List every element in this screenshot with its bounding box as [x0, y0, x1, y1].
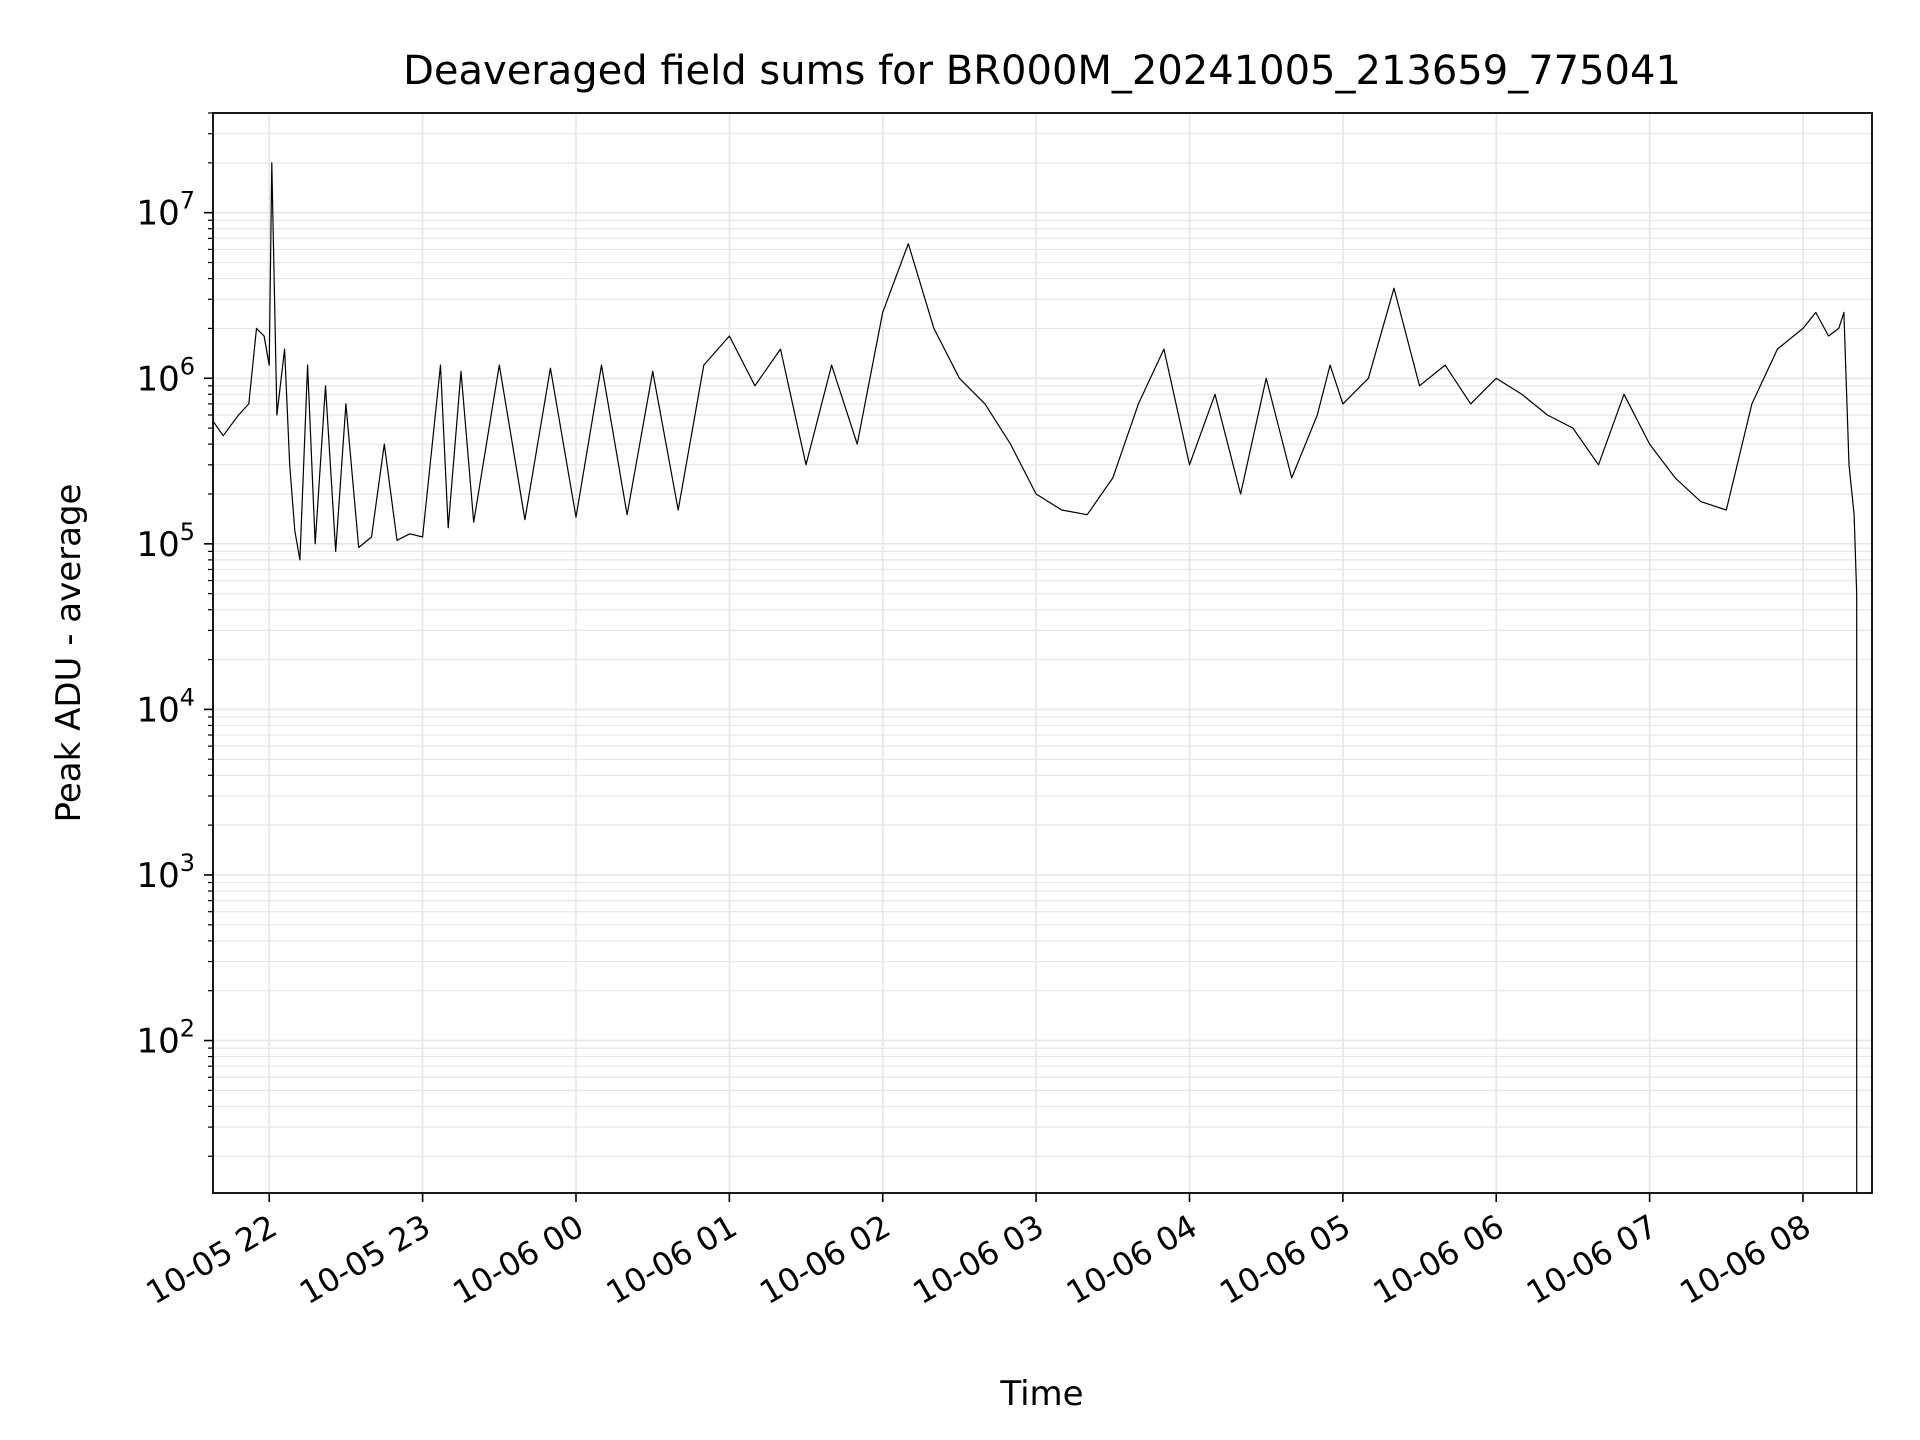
y-tick-label: 103 — [136, 849, 195, 896]
x-axis-label: Time — [999, 1374, 1083, 1414]
x-axis-ticks: 10-05 22 10-05 23 10-06 00 10-06 01 10-06 02… — [140, 1193, 1817, 1312]
x-tick-label: 10-06 00 — [446, 1207, 590, 1312]
x-tick-label: 10-05 23 — [293, 1207, 437, 1312]
x-tick-label: 10-05 22 — [140, 1207, 284, 1312]
y-axis-ticks: 102 103 104 105 106 107 — [136, 112, 213, 1157]
y-tick-label: 107 — [136, 187, 195, 234]
y-tick-label: 106 — [136, 352, 195, 399]
x-tick-label: 10-06 01 — [600, 1207, 744, 1312]
x-tick-label: 10-06 06 — [1367, 1207, 1511, 1312]
plot-frame — [212, 112, 1873, 1194]
y-tick-label: 104 — [136, 683, 195, 730]
grid-major-y — [213, 211, 1872, 1042]
series-line — [212, 162, 1858, 1193]
y-tick-label: 105 — [136, 518, 195, 565]
x-tick-label: 10-06 08 — [1673, 1207, 1817, 1312]
x-tick-label: 10-06 07 — [1520, 1207, 1664, 1312]
x-tick-label: 10-06 05 — [1213, 1207, 1357, 1312]
grid-x — [268, 113, 1804, 1193]
x-tick-label: 10-06 02 — [753, 1207, 897, 1312]
y-tick-label: 102 — [136, 1015, 195, 1062]
x-tick-label: 10-06 03 — [907, 1207, 1051, 1312]
chart-title: Deaveraged field sums for BR000M_2024100… — [403, 48, 1681, 94]
y-axis-label: Peak ADU - average — [49, 484, 89, 823]
grid-minor-y — [213, 112, 1872, 1157]
x-tick-label: 10-06 04 — [1060, 1207, 1204, 1312]
